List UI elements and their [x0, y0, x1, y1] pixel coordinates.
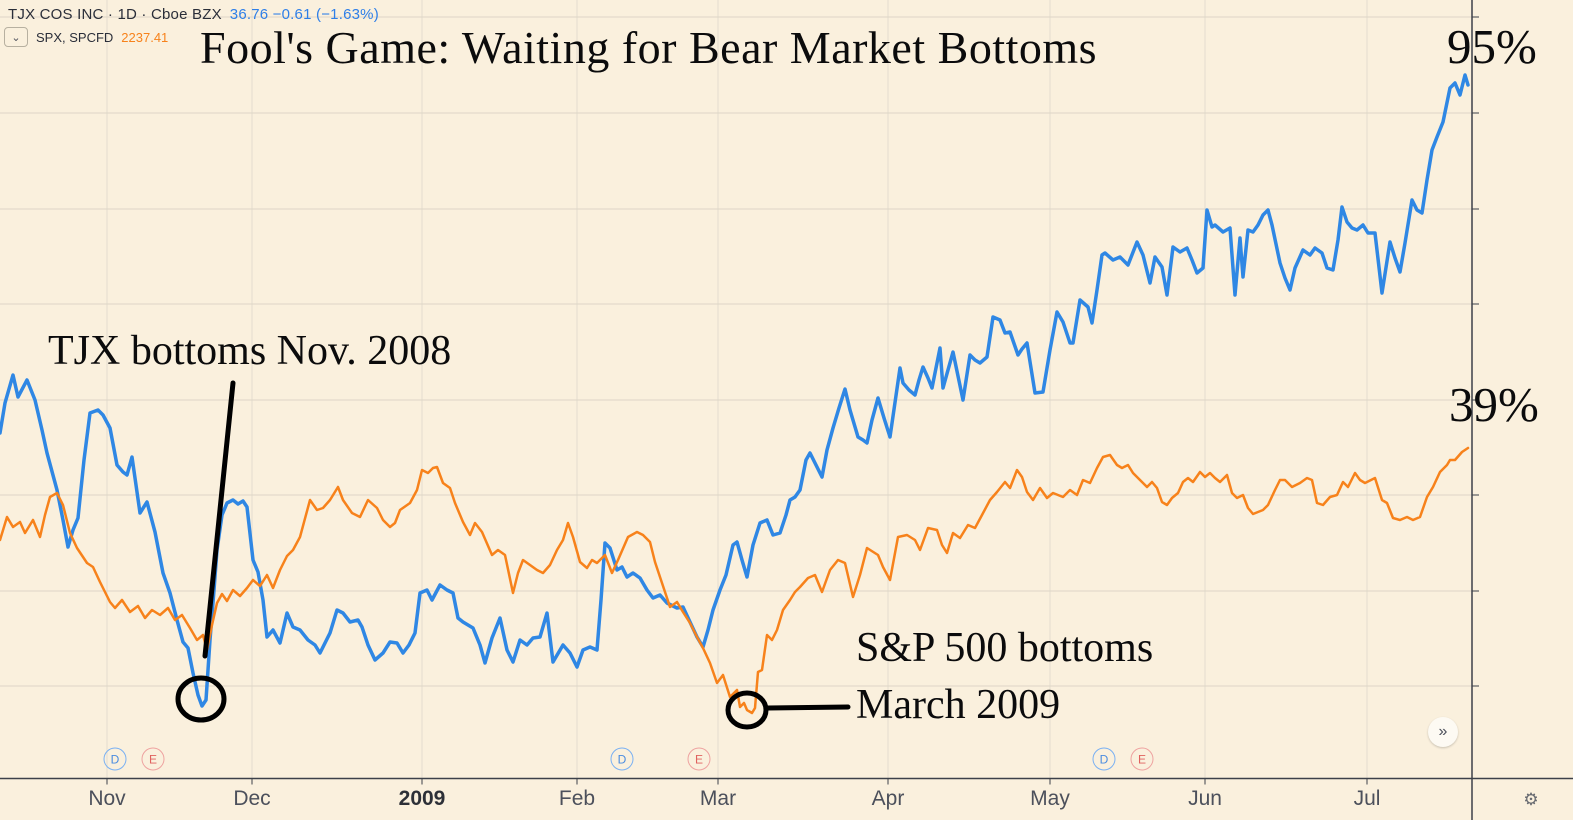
gear-icon[interactable]: ⚙	[1523, 790, 1539, 810]
tjx-pointer-line	[202, 380, 236, 659]
chevron-double-right-icon: »	[1438, 723, 1448, 740]
earnings-badge[interactable]: E	[1130, 747, 1154, 771]
spx-return-label: 39%	[1449, 377, 1539, 432]
time-axis-label-jul: Jul	[1353, 787, 1381, 810]
time-axis-label-2009: 2009	[398, 787, 446, 810]
time-axis-label-apr: Apr	[871, 787, 905, 810]
time-axis-label-jun: Jun	[1188, 787, 1222, 810]
legend-row-tjx: TJX COS INC · 1D · Cboe BZX 36.76 −0.61 (…	[8, 6, 379, 23]
time-axis-label-may: May	[1030, 787, 1070, 810]
symbol-title: TJX COS INC · 1D · Cboe BZX	[8, 6, 222, 23]
compare-symbol-title: SPX, SPCFD	[36, 29, 114, 45]
time-axis[interactable]: Nov Dec 2009 Feb Mar Apr May Jun Jul	[0, 779, 1573, 820]
compare-symbol-value: 2237.41	[121, 29, 169, 45]
dividend-badge[interactable]: D	[1092, 747, 1116, 771]
time-axis-label-mar: Mar	[699, 787, 737, 810]
earnings-badge[interactable]: E	[141, 747, 165, 771]
spx-bottom-annotation-line2: March 2009	[856, 682, 1061, 728]
spx-bottom-annotation-line1: S&P 500 bottoms	[856, 625, 1154, 671]
spx-bottom-circle	[725, 690, 769, 730]
dividend-badge[interactable]: D	[610, 747, 634, 771]
time-axis-label-dec: Dec	[233, 787, 271, 810]
time-axis-label-feb: Feb	[558, 787, 596, 810]
symbol-quote-values: 36.76 −0.61 (−1.63%)	[229, 6, 379, 23]
tjx-return-label: 95%	[1447, 19, 1537, 74]
earnings-badge[interactable]: E	[687, 747, 711, 771]
tjx-price-line	[0, 73, 1470, 708]
chart-title: Fool's Game: Waiting for Bear Market Bot…	[200, 22, 1098, 73]
tjx-bottom-circle	[175, 675, 227, 723]
spx-price-line	[0, 446, 1470, 715]
dividend-badge[interactable]: D	[103, 747, 127, 771]
tjx-bottom-annotation: TJX bottoms Nov. 2008	[48, 328, 452, 374]
time-axis-label-nov: Nov	[88, 787, 126, 810]
scroll-to-latest-button[interactable]: »	[1428, 717, 1458, 747]
spx-pointer-line	[765, 704, 851, 711]
chevron-down-icon[interactable]: ⌄	[4, 27, 28, 47]
legend-row-spx: ⌄ SPX, SPCFD 2237.41	[4, 27, 168, 47]
